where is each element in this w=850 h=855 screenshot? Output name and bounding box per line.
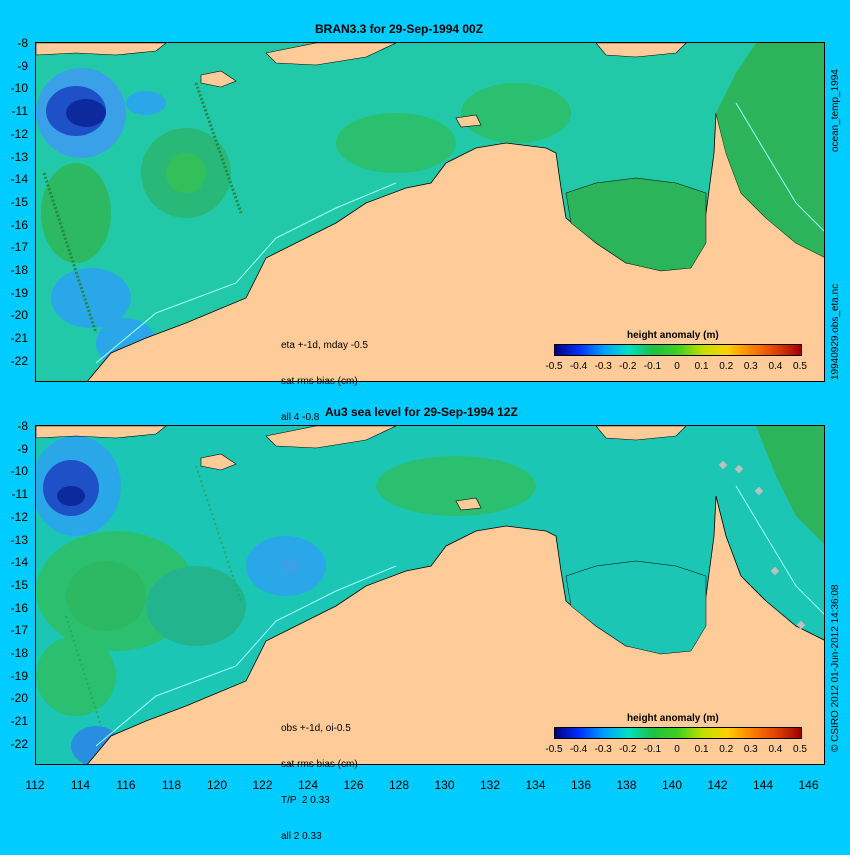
y-tick-label: -10 (10, 464, 28, 479)
y-tick-label: -15 (10, 194, 28, 209)
y-tick-label: -8 (17, 36, 28, 50)
y-tick-label: -16 (10, 217, 28, 232)
note-line: sat rms bias (cm) (281, 376, 358, 387)
x-tick-label: 114 (70, 778, 91, 792)
y-tick-label: -14 (10, 555, 28, 570)
y-tick-label: -13 (10, 149, 28, 164)
x-tick-label: 116 (116, 778, 136, 792)
colorbar-tick: -0.4 (569, 361, 588, 372)
y-tick-label: -14 (10, 172, 28, 187)
x-tick-label: 118 (161, 778, 182, 792)
x-tick-label: 146 (798, 778, 819, 792)
y-tick-label: -22 (10, 736, 28, 751)
colorbar-tick: -0.3 (594, 744, 612, 755)
y-tick-label: -11 (11, 104, 28, 119)
x-tick-label: 140 (661, 778, 683, 792)
x-tick-label: 142 (707, 778, 728, 792)
colorbar-title-top: height anomaly (m) (627, 330, 719, 341)
y-tick-label: -21 (10, 331, 28, 346)
y-tick-label: -20 (10, 691, 28, 706)
colorbar-tick: 0.4 (768, 361, 783, 372)
colorbar-tick: -0.1 (643, 361, 662, 372)
note-line: obs +-1d, oi-0.5 (281, 723, 351, 734)
x-tick-label: 126 (343, 778, 364, 792)
colorbar-tick: -0.2 (619, 361, 637, 372)
colorbar-tick: 0.5 (793, 744, 807, 755)
y-tick-label: -16 (10, 600, 28, 615)
y-tick-label: -12 (10, 126, 28, 141)
x-tick-label: 112 (25, 778, 45, 792)
side-label-top-b: 19940929.obs_eta.nc (830, 283, 841, 380)
y-tick-label: -19 (10, 668, 28, 683)
colorbar-tick: 0.1 (694, 744, 709, 755)
y-tick-label: -22 (10, 353, 28, 368)
colorbar-tick: -0.5 (545, 744, 563, 755)
note-line: all 4 -0.8 (281, 412, 320, 423)
colorbar-tick: 0.3 (743, 744, 758, 755)
colorbar-bottom (554, 727, 802, 739)
colorbar-top (554, 344, 802, 356)
colorbar-tick: 0.2 (719, 744, 734, 755)
panel-title-bottom: Au3 sea level for 29-Sep-1994 12Z (325, 405, 518, 419)
y-tick-label: -12 (10, 509, 28, 524)
x-tick-label: 138 (616, 778, 637, 792)
panel-note-bottom: obs +-1d, oi-0.5 sat rms bias (cm) T/P 2… (281, 699, 358, 855)
note-line: sat rms bias (cm) (281, 759, 358, 770)
colorbar-tick: -0.2 (619, 744, 637, 755)
colorbar-tick: 0.4 (768, 744, 783, 755)
x-tick-label: 136 (570, 778, 592, 792)
y-tick-label: -18 (10, 263, 28, 277)
panel-note-top: eta +-1d, mday -0.5 sat rms bias (cm) al… (281, 316, 368, 436)
x-tick-label: 132 (479, 778, 501, 792)
y-tick-label: -18 (10, 646, 28, 660)
colorbar-tick: -0.3 (594, 361, 612, 372)
x-tick-label: 128 (388, 778, 410, 792)
colorbar-tick: -0.5 (545, 361, 563, 372)
map-canvas-bottom (36, 426, 824, 764)
y-tick-label: -17 (10, 623, 28, 638)
colorbar-tick: 0.2 (719, 361, 734, 372)
panel-title-top: BRAN3.3 for 29-Sep-1994 00Z (315, 22, 484, 36)
note-line: eta +-1d, mday -0.5 (281, 340, 368, 351)
x-tick-label: 120 (206, 778, 228, 792)
map-panel-top (35, 42, 825, 382)
colorbar-tick: 0.1 (694, 361, 709, 372)
colorbar-tick: -0.1 (643, 744, 662, 755)
note-line: all 2 0.33 (281, 831, 322, 842)
note-line: T/P 2 0.33 (281, 795, 330, 806)
y-tick-label: -8 (17, 419, 28, 433)
y-tick-label: -11 (11, 487, 28, 502)
y-tick-label: -10 (10, 81, 28, 96)
colorbar-tick: -0.4 (569, 744, 588, 755)
y-tick-label: -17 (10, 240, 28, 255)
y-tick-label: -19 (10, 285, 28, 300)
y-tick-label: -15 (10, 577, 28, 592)
colorbar-tick: 0 (674, 744, 680, 755)
map-canvas-top (36, 43, 824, 381)
colorbar-tick: 0.5 (793, 361, 807, 372)
y-tick-label: -9 (17, 58, 28, 73)
y-tick-label: -9 (17, 441, 28, 456)
colorbar-title-bottom: height anomaly (m) (627, 713, 719, 724)
y-tick-label: -21 (10, 714, 28, 729)
x-tick-label: 130 (434, 778, 455, 792)
x-tick-label: 122 (252, 778, 273, 792)
y-tick-label: -20 (10, 308, 28, 323)
side-label-top-a: ocean_temp_1994 (830, 69, 841, 152)
colorbar-tick: 0 (674, 361, 680, 372)
x-tick-label: 134 (525, 778, 546, 792)
x-tick-label: 144 (752, 778, 774, 792)
x-tick-label: 124 (297, 778, 319, 792)
colorbar-tick: 0.3 (743, 361, 758, 372)
map-panel-bottom (35, 425, 825, 765)
y-tick-label: -13 (10, 532, 28, 547)
side-label-bottom: © CSIRO 2012 01-Jun-2012 14:36:08 (830, 584, 841, 752)
